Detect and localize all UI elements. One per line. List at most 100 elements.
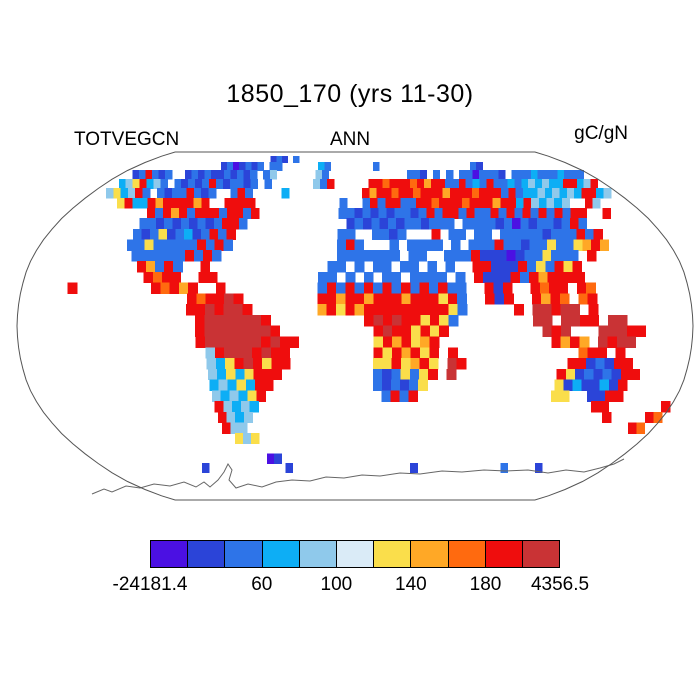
map-cell	[164, 260, 174, 273]
map-cell	[428, 368, 438, 381]
map-cell	[362, 207, 372, 219]
map-cell	[155, 218, 165, 230]
map-cell	[498, 170, 506, 180]
map-cell	[429, 304, 440, 316]
map-cell	[549, 178, 557, 189]
map-cell	[391, 188, 400, 199]
map-cell	[423, 197, 432, 209]
map-cell	[439, 314, 450, 327]
map-cell	[238, 422, 248, 434]
map-cell	[232, 314, 243, 327]
map-cell	[215, 178, 224, 189]
map-cell	[474, 228, 484, 241]
map-cell	[406, 170, 415, 180]
map-cell	[165, 170, 173, 180]
map-cell	[400, 379, 410, 392]
map-cell	[401, 325, 412, 338]
map-cell	[223, 314, 234, 327]
map-cell	[586, 250, 597, 262]
map-cell	[574, 368, 585, 381]
map-cell	[466, 207, 476, 219]
map-cell	[363, 250, 374, 262]
map-cell	[598, 336, 609, 348]
map-cell	[202, 463, 210, 474]
map-cell	[604, 390, 615, 402]
map-cell	[315, 170, 323, 180]
map-cell	[570, 218, 579, 230]
map-cell	[429, 347, 440, 359]
map-cell	[521, 178, 529, 189]
map-cell	[345, 282, 356, 294]
map-cell	[141, 228, 151, 241]
map-cell	[485, 170, 493, 180]
map-cell	[382, 304, 393, 316]
map-cell	[533, 228, 544, 241]
map-cell	[152, 170, 160, 180]
map-cell	[419, 282, 430, 294]
map-cell	[599, 379, 610, 392]
map-cell	[161, 271, 172, 284]
map-cell	[477, 197, 486, 209]
map-cell	[546, 207, 556, 219]
map-cell	[560, 304, 571, 316]
map-cell	[158, 228, 168, 241]
map-cell	[584, 368, 594, 381]
map-cell	[570, 207, 580, 219]
map-cell	[218, 207, 228, 219]
map-cell	[477, 239, 487, 251]
map-cell	[457, 293, 468, 305]
map-cell	[569, 250, 579, 262]
map-cell	[555, 178, 564, 189]
map-cell	[217, 368, 227, 381]
map-cell	[519, 271, 530, 284]
map-cell	[181, 178, 189, 189]
map-cell	[448, 314, 459, 327]
map-cell	[585, 228, 595, 241]
map-cell	[194, 207, 204, 219]
map-cell	[576, 228, 586, 241]
map-cell	[552, 188, 561, 199]
map-cell	[390, 390, 400, 402]
map-cell	[616, 336, 627, 348]
colorbar-segment	[410, 540, 449, 568]
map-cell	[487, 218, 497, 230]
map-cell	[515, 250, 526, 262]
map-cell	[164, 188, 173, 199]
map-cell	[223, 239, 233, 251]
map-cell	[486, 178, 495, 189]
map-cell	[472, 170, 480, 180]
map-cell	[243, 170, 251, 180]
map-cell	[392, 336, 403, 348]
map-cell	[544, 188, 553, 199]
map-cell	[363, 282, 374, 294]
map-cell	[508, 188, 517, 199]
map-cell	[482, 207, 492, 219]
map-cell	[132, 228, 142, 241]
map-cell	[465, 170, 473, 180]
map-cell	[215, 282, 226, 294]
map-cell	[336, 293, 346, 305]
map-cell	[617, 314, 628, 327]
map-cell	[419, 358, 430, 370]
map-cell	[157, 188, 166, 199]
map-cell	[369, 188, 378, 199]
map-cell	[400, 368, 411, 381]
map-cell	[485, 197, 494, 209]
map-cell	[135, 239, 146, 251]
map-cell	[362, 188, 370, 199]
map-cell	[139, 170, 147, 180]
map-cell	[279, 336, 290, 348]
map-cell	[211, 250, 222, 262]
map-cell	[522, 207, 532, 219]
map-cell	[410, 207, 420, 219]
map-cell	[391, 282, 402, 294]
map-cell	[538, 271, 549, 284]
map-cell	[557, 170, 565, 180]
map-cell	[570, 336, 580, 348]
map-cell	[391, 358, 402, 370]
map-cell	[232, 197, 241, 209]
map-cell	[413, 188, 422, 199]
map-cell	[401, 293, 412, 305]
map-cell	[192, 228, 202, 241]
map-cell	[530, 188, 539, 199]
